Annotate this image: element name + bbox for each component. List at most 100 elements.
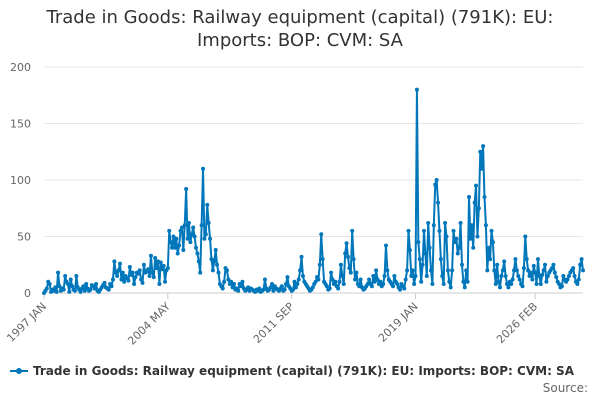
data-point[interactable] <box>167 228 172 233</box>
data-point[interactable] <box>541 268 546 273</box>
data-point[interactable] <box>151 275 156 280</box>
data-point[interactable] <box>561 274 566 279</box>
data-point[interactable] <box>421 228 426 233</box>
data-point[interactable] <box>268 285 273 290</box>
data-point[interactable] <box>495 262 500 267</box>
data-point[interactable] <box>44 286 49 291</box>
data-point[interactable] <box>137 268 142 273</box>
data-point[interactable] <box>527 274 532 279</box>
data-point[interactable] <box>444 234 449 239</box>
data-point[interactable] <box>262 277 267 282</box>
data-point[interactable] <box>550 266 555 271</box>
data-point[interactable] <box>172 245 177 250</box>
data-point[interactable] <box>236 288 241 293</box>
data-point[interactable] <box>499 274 504 279</box>
data-point[interactable] <box>347 266 352 271</box>
data-point[interactable] <box>454 236 459 241</box>
data-point[interactable] <box>338 262 343 267</box>
data-point[interactable] <box>581 268 585 273</box>
data-point[interactable] <box>215 262 220 267</box>
data-point[interactable] <box>226 277 231 282</box>
data-point[interactable] <box>112 259 117 264</box>
legend[interactable]: Trade in Goods: Railway equipment (capit… <box>10 364 595 378</box>
data-point[interactable] <box>310 285 315 290</box>
data-point[interactable] <box>224 268 229 273</box>
data-point[interactable] <box>472 200 477 205</box>
data-point[interactable] <box>367 277 372 282</box>
data-point[interactable] <box>471 245 476 250</box>
data-point[interactable] <box>424 274 429 279</box>
data-point[interactable] <box>514 268 519 273</box>
data-point[interactable] <box>171 234 176 239</box>
data-point[interactable] <box>350 228 355 233</box>
data-point[interactable] <box>193 245 198 250</box>
data-point[interactable] <box>403 277 408 282</box>
data-point[interactable] <box>201 166 206 171</box>
data-point[interactable] <box>291 287 296 292</box>
data-point[interactable] <box>222 279 227 284</box>
data-point[interactable] <box>467 194 472 199</box>
data-point[interactable] <box>175 251 180 256</box>
data-point[interactable] <box>378 279 383 284</box>
data-point[interactable] <box>436 200 441 205</box>
data-point[interactable] <box>230 285 235 290</box>
data-point[interactable] <box>196 259 201 264</box>
data-point[interactable] <box>299 254 304 259</box>
data-point[interactable] <box>497 285 502 290</box>
data-point[interactable] <box>158 260 163 265</box>
data-point[interactable] <box>120 270 125 275</box>
data-point[interactable] <box>374 268 379 273</box>
data-point[interactable] <box>409 274 414 279</box>
data-point[interactable] <box>115 274 120 279</box>
data-point[interactable] <box>455 251 460 256</box>
data-point[interactable] <box>381 281 386 286</box>
data-point[interactable] <box>161 263 166 268</box>
data-point[interactable] <box>464 268 469 273</box>
data-point[interactable] <box>186 220 191 225</box>
data-point[interactable] <box>510 277 515 282</box>
data-point[interactable] <box>488 257 493 262</box>
data-point[interactable] <box>170 245 175 250</box>
data-point[interactable] <box>433 182 438 187</box>
data-point[interactable] <box>578 262 583 267</box>
data-point[interactable] <box>206 220 211 225</box>
data-point[interactable] <box>329 270 334 275</box>
data-point[interactable] <box>512 268 517 273</box>
data-point[interactable] <box>521 266 526 271</box>
data-point[interactable] <box>341 281 346 286</box>
data-point[interactable] <box>141 262 146 267</box>
data-point[interactable] <box>213 248 218 253</box>
data-point[interactable] <box>461 279 466 284</box>
data-point[interactable] <box>136 271 141 276</box>
data-point[interactable] <box>72 288 77 293</box>
data-point[interactable] <box>451 228 456 233</box>
data-point[interactable] <box>199 223 204 228</box>
data-point[interactable] <box>348 270 353 275</box>
data-point[interactable] <box>216 270 221 275</box>
data-point[interactable] <box>427 245 432 250</box>
data-point[interactable] <box>540 272 545 277</box>
data-point[interactable] <box>469 223 474 228</box>
data-point[interactable] <box>269 281 274 286</box>
data-point[interactable] <box>486 245 491 250</box>
data-point[interactable] <box>372 279 377 284</box>
data-point[interactable] <box>195 251 200 256</box>
data-point[interactable] <box>459 262 464 267</box>
data-point[interactable] <box>528 270 533 275</box>
data-point[interactable] <box>485 268 490 273</box>
data-point[interactable] <box>65 281 70 286</box>
data-point[interactable] <box>426 220 431 225</box>
data-point[interactable] <box>106 287 111 292</box>
data-point[interactable] <box>354 270 359 275</box>
data-point[interactable] <box>168 240 173 245</box>
data-point[interactable] <box>333 279 338 284</box>
data-point[interactable] <box>320 257 325 262</box>
data-point[interactable] <box>559 284 564 289</box>
data-point[interactable] <box>122 279 127 284</box>
data-point[interactable] <box>102 280 107 285</box>
data-point[interactable] <box>406 228 411 233</box>
data-point[interactable] <box>209 257 214 262</box>
data-point[interactable] <box>182 223 187 228</box>
data-point[interactable] <box>557 281 562 286</box>
data-point[interactable] <box>74 274 79 279</box>
